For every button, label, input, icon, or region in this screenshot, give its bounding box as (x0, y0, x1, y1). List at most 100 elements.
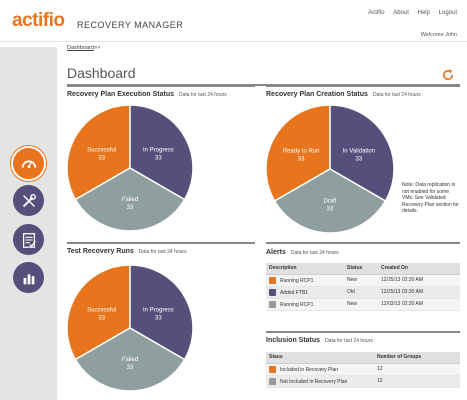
nav-logout[interactable]: Logout (438, 10, 457, 16)
inclusion-title-text: Inclusion Status (266, 337, 321, 344)
included-icon (269, 365, 276, 373)
execution-pie-chart: Successful 33 In Progress 33 Failed 33 (66, 104, 194, 232)
slice-value: 33 (355, 156, 362, 162)
pie-slice-draft[interactable] (273, 168, 387, 234)
inclusion-rule (266, 331, 460, 333)
slice-label: Successful (87, 148, 116, 154)
added-icon (269, 288, 276, 296)
inclusion-status: Not Included in Recovery Plan (280, 378, 348, 385)
slice-value: 33 (98, 156, 105, 162)
app-header: actifio RECOVERY MANAGER Actifio About H… (0, 0, 467, 42)
alert-created: 12/25/13 02:30 AM (378, 274, 460, 287)
execution-title-text: Recovery Plan Execution Status (67, 91, 174, 98)
execution-rule (67, 86, 255, 87)
sidebar-item-plans[interactable] (13, 224, 44, 255)
test-panel-title: Test Recovery Runs Data for last 24 hours (67, 248, 187, 255)
alert-created: 12/03/13 02:30 AM (378, 298, 460, 311)
sidebar-item-tools[interactable] (13, 185, 44, 216)
bar-chart-icon (23, 273, 34, 284)
actifio-logo[interactable]: actifio (12, 10, 65, 31)
inclusion-table: Staus Number of Groups Included in Recov… (266, 352, 460, 388)
inclusion-status: Included in Recovery Plan (280, 366, 339, 373)
alerts-rule (266, 242, 460, 244)
alert-status: Old (344, 286, 378, 299)
inclusion-count: 12 (374, 375, 460, 388)
inclusion-header-groups[interactable]: Number of Groups (374, 352, 460, 364)
pie-slice-successful[interactable] (66, 264, 131, 361)
pie-slice-in-progress[interactable] (129, 104, 194, 201)
not-included-icon (269, 377, 276, 385)
alert-status: New (344, 298, 378, 311)
pie-slice-in-progress[interactable] (129, 264, 194, 361)
page-title: Dashboard (67, 65, 136, 81)
alert-status: New (344, 274, 378, 287)
welcome-text: Welcome John (420, 32, 457, 38)
slice-value: 33 (327, 206, 334, 212)
slice-value: 33 (155, 316, 162, 322)
slice-label: Failed (122, 197, 138, 203)
breadcrumb: Dashboard>> (67, 45, 100, 51)
slice-value: 33 (127, 365, 134, 371)
nav-about[interactable]: About (393, 10, 409, 16)
slice-label: Draft (323, 198, 336, 204)
alert-description: Added FTB1 (280, 289, 309, 296)
table-row[interactable]: Running RCP1 New 12/03/13 02:30 AM (266, 298, 460, 311)
alert-created: 12/25/13 02:30 AM (378, 286, 460, 299)
inclusion-panel-title: Inclusion Status Data for last 24 hours (266, 337, 373, 344)
execution-subtitle: Data for last 24 hours (178, 92, 227, 98)
execution-panel-title: Recovery Plan Execution Status Data for l… (67, 91, 227, 98)
sidebar-item-reports[interactable] (13, 262, 44, 293)
test-title-text: Test Recovery Runs (67, 248, 134, 255)
alert-description: Running RCP1 (280, 301, 314, 308)
title-divider (67, 84, 460, 86)
alerts-header-created[interactable]: Created On (378, 263, 460, 275)
slice-value: 33 (298, 156, 305, 162)
checklist-icon (22, 232, 36, 248)
running-icon (269, 300, 276, 308)
alerts-table: Description Status Created On Running RC… (266, 263, 460, 311)
test-pie-chart: Successful 33 In Progress 33 Failed 33 (66, 264, 194, 392)
slice-value: 33 (98, 316, 105, 322)
pie-slice-failed[interactable] (74, 327, 186, 392)
sidebar (0, 47, 57, 400)
tools-icon (22, 193, 36, 207)
breadcrumb-separator: >> (93, 45, 101, 51)
creation-title-text: Recovery Plan Creation Status (266, 91, 368, 98)
creation-pie-chart: Ready to Run 33 In Validation 33 Draft 33 (265, 104, 395, 234)
gauge-icon (21, 159, 36, 168)
alert-description: Running RCP1 (280, 277, 314, 284)
alerts-title-text: Alerts (266, 249, 286, 256)
creation-subtitle: Data for last 24 hours (372, 92, 421, 98)
refresh-icon[interactable] (441, 68, 455, 82)
creation-rule (266, 86, 460, 87)
alerts-header-description[interactable]: Description (266, 263, 344, 275)
table-row[interactable]: Included in Recovery Plan 12 (266, 363, 460, 376)
pie-slice-in-validation[interactable] (329, 104, 395, 203)
table-row[interactable]: Not Included in Recovery Plan 12 (266, 375, 460, 388)
alerts-header-status[interactable]: Status (344, 263, 378, 275)
replication-note: Note: Data replication is not enabled fo… (402, 182, 459, 214)
test-rule (67, 242, 255, 244)
table-row[interactable]: Running RCP1 New 12/25/13 02:30 AM (266, 274, 460, 287)
slice-value: 33 (155, 156, 162, 162)
nav-help[interactable]: Help (417, 10, 430, 16)
nav-actifio[interactable]: Actifio (368, 10, 385, 16)
slice-label: Failed (122, 357, 138, 363)
table-row[interactable]: Added FTB1 Old 12/25/13 02:30 AM (266, 286, 460, 299)
inclusion-count: 12 (374, 363, 460, 376)
pie-slice-ready-to-run[interactable] (265, 104, 331, 203)
inclusion-subtitle: Data for last 24 hours (325, 338, 373, 344)
slice-label: Successful (87, 308, 116, 314)
inclusion-header-status[interactable]: Staus (266, 352, 374, 364)
slice-label: In Progress (143, 148, 174, 154)
slice-label: Ready to Run (283, 148, 320, 154)
pie-slice-failed[interactable] (74, 167, 186, 232)
running-icon (269, 276, 276, 284)
breadcrumb-dashboard-link[interactable]: Dashboard (67, 45, 94, 51)
creation-panel-title: Recovery Plan Creation Status Data for la… (266, 91, 421, 98)
alerts-subtitle: Data for last 24 hours (290, 250, 339, 256)
top-nav: Actifio About Help Logout (361, 10, 457, 16)
pie-slice-successful[interactable] (66, 104, 131, 201)
sidebar-item-dashboard[interactable] (13, 148, 44, 179)
alerts-panel-title: Alerts Data for last 24 hours (266, 249, 339, 256)
